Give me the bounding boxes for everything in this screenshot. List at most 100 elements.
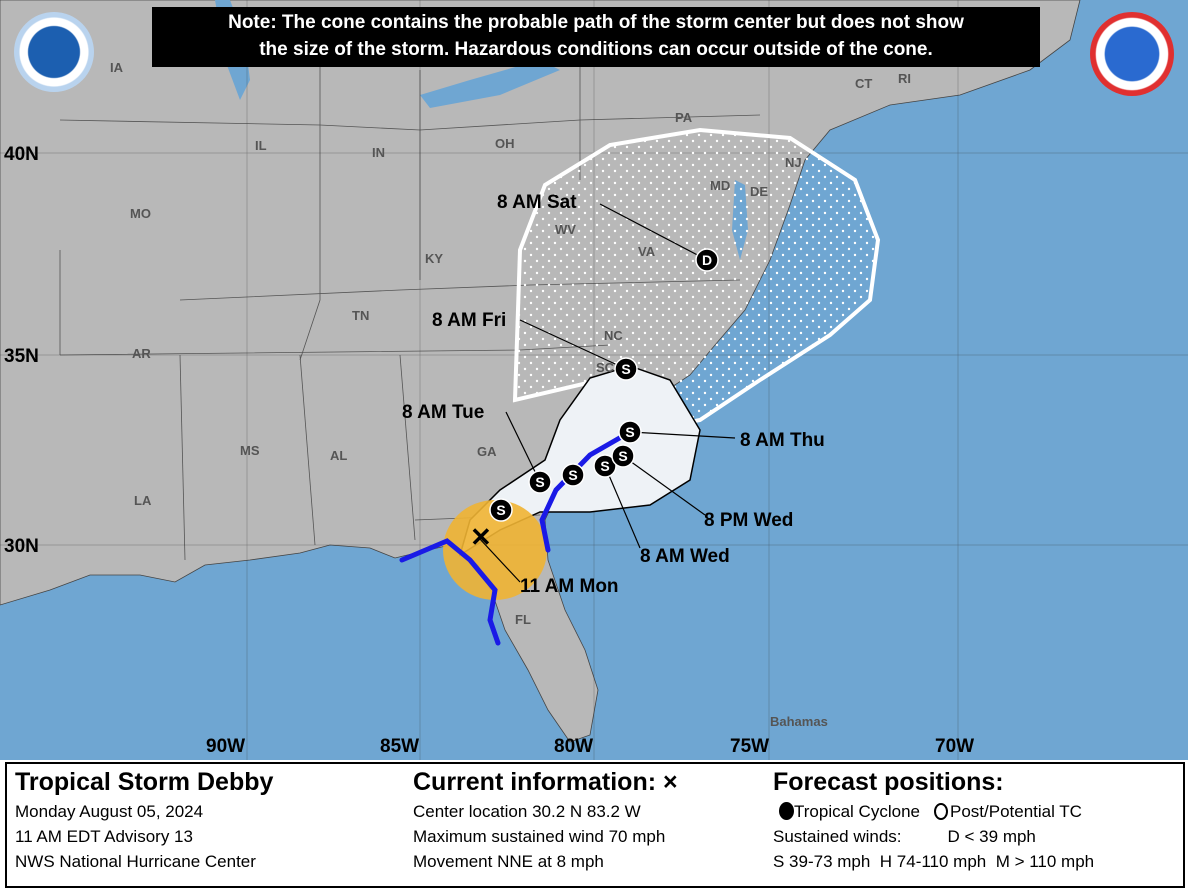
state-label: NC: [604, 328, 623, 343]
lat-40n: 40N: [4, 144, 39, 165]
storm-symbol-letter: S: [618, 448, 627, 464]
forecast-time-label: 8 PM Wed: [704, 510, 793, 531]
lat-35n: 35N: [4, 346, 39, 367]
lon-90w: 90W: [206, 736, 245, 757]
storm-symbol-icon: [618, 420, 642, 444]
max-wind: Maximum sustained wind 70 mph: [413, 827, 666, 846]
state-label: TN: [352, 308, 369, 323]
state-label: IA: [110, 60, 124, 75]
forecast-time-label: 8 AM Wed: [640, 546, 730, 567]
note-line-1: Note: The cone contains the probable pat…: [228, 12, 964, 33]
state-label: PA: [675, 110, 693, 125]
state-label: LA: [134, 493, 152, 508]
storm-symbol-letter: D: [702, 252, 712, 268]
note-line-2: the size of the storm. Hazardous conditi…: [259, 39, 933, 60]
x-mark-icon: ×: [663, 768, 678, 796]
state-label: VA: [638, 244, 656, 259]
forecast-point: D 8 AM Sat: [497, 192, 719, 272]
state-label: MS: [240, 443, 260, 458]
forecast-time-label: 11 AM Mon: [520, 576, 619, 597]
post-tc-label: Post/Potential TC: [949, 802, 1082, 821]
storm-symbol-letter: S: [496, 502, 505, 518]
forecast-title: Forecast positions:: [773, 768, 1004, 796]
storm-symbol-letter: S: [535, 474, 544, 490]
advisory: 11 AM EDT Advisory 13: [15, 827, 193, 846]
state-label: Bahamas: [770, 714, 828, 729]
state-label: IN: [372, 145, 385, 160]
forecast-time-label: 8 AM Fri: [432, 310, 506, 331]
filled-circle-icon: [779, 802, 794, 820]
map: IA IL IN OH PA MO KY WV VA MD DE NJ CT RI TN NC AR SC GA MS…: [0, 0, 1188, 760]
winds-label: Sustained winds:: [773, 827, 902, 846]
axis-labels: 40N 35N 30N 90W 85W 80W 75W 70W: [4, 144, 974, 757]
state-label: WV: [555, 222, 576, 237]
state-label: DE: [750, 184, 768, 199]
open-circle-icon: [933, 803, 948, 820]
state-label: CT: [855, 76, 872, 91]
forecast-point: S: [489, 498, 513, 522]
lon-75w: 75W: [730, 736, 769, 757]
forecast-point: S 8 AM Thu: [618, 420, 825, 451]
state-label: AR: [132, 346, 151, 361]
storm-date: Monday August 05, 2024: [15, 802, 204, 821]
cone-note: Note: The cone contains the probable pat…: [152, 7, 1040, 67]
d-category: D < 39 mph: [947, 827, 1036, 846]
state-label: KY: [425, 251, 443, 266]
storm-title: Tropical Storm Debby: [15, 768, 274, 796]
state-label: OH: [495, 136, 515, 151]
state-label: FL: [515, 612, 531, 627]
storm-symbol-letter: S: [568, 467, 577, 483]
storm-symbol-icon: [614, 357, 638, 381]
state-label: SC: [596, 360, 615, 375]
lake-erie: [420, 60, 560, 108]
storm-symbol-icon: [489, 498, 513, 522]
tropical-storm-warning-west: [399, 538, 501, 646]
nws-logo: [1090, 12, 1174, 96]
storm-symbol-icon: [593, 454, 617, 478]
state-label: MO: [130, 206, 151, 221]
lat-30n: 30N: [4, 536, 39, 557]
forecast-point: S 8 AM Wed: [593, 454, 730, 567]
storm-symbol-letter: S: [621, 361, 630, 377]
storm-symbol-icon: [695, 248, 719, 272]
forecast-point: ✕ 11 AM Mon: [470, 522, 619, 597]
storm-symbol-icon: [611, 444, 635, 468]
center-location: Center location 30.2 N 83.2 W: [413, 802, 641, 821]
tropical-storm-warning-east: [539, 429, 633, 553]
movement: Movement NNE at 8 mph: [413, 852, 604, 871]
state-labels: IA IL IN OH PA MO KY WV VA MD DE NJ CT RI TN NC AR SC GA MS…: [110, 60, 911, 729]
forecast-point: S: [561, 463, 585, 487]
wind-scale: S 39-73 mph H 74-110 mph M > 110 mph: [773, 852, 1095, 871]
forecast-point: S 8 AM Tue: [402, 402, 552, 494]
issuer: NWS National Hurricane Center: [15, 852, 256, 871]
current-position-x-icon: ✕: [470, 522, 492, 552]
storm-symbol-icon: [561, 463, 585, 487]
tc-label: Tropical Cyclone: [794, 802, 920, 821]
state-label: RI: [898, 71, 911, 86]
lon-85w: 85W: [380, 736, 419, 757]
storm-symbol-letter: S: [600, 458, 609, 474]
leader-lines: [478, 203, 736, 583]
hurricane-watch-area: [443, 500, 547, 600]
forecast-time-label: 8 AM Sat: [497, 192, 577, 213]
forecast-point: S 8 AM Fri: [432, 310, 638, 381]
storm-symbol-letter: S: [625, 424, 634, 440]
state-label: NJ: [785, 155, 802, 170]
forecast-legend: Forecast positions: Tropical Cyclone Post…: [773, 768, 1178, 874]
storm-symbol-icon: [528, 470, 552, 494]
storm-info: Tropical Storm Debby Monday August 05, 2…: [15, 768, 273, 874]
current-title: Current information: ×: [413, 768, 678, 797]
current-info: Current information: × Center location 3…: [413, 768, 678, 874]
noaa-logo: [14, 12, 94, 92]
info-panel: Tropical Storm Debby Monday August 05, 2…: [5, 762, 1185, 888]
forecast-time-label: 8 AM Tue: [402, 402, 484, 423]
state-label: MD: [710, 178, 730, 193]
winds-row: Sustained winds: D < 39 mph: [773, 824, 1178, 849]
current-title-text: Current information:: [413, 768, 663, 796]
forecast-point: S 8 PM Wed: [611, 444, 793, 531]
forecast-time-label: 8 AM Thu: [740, 430, 825, 451]
state-label: GA: [477, 444, 497, 459]
lon-80w: 80W: [554, 736, 593, 757]
